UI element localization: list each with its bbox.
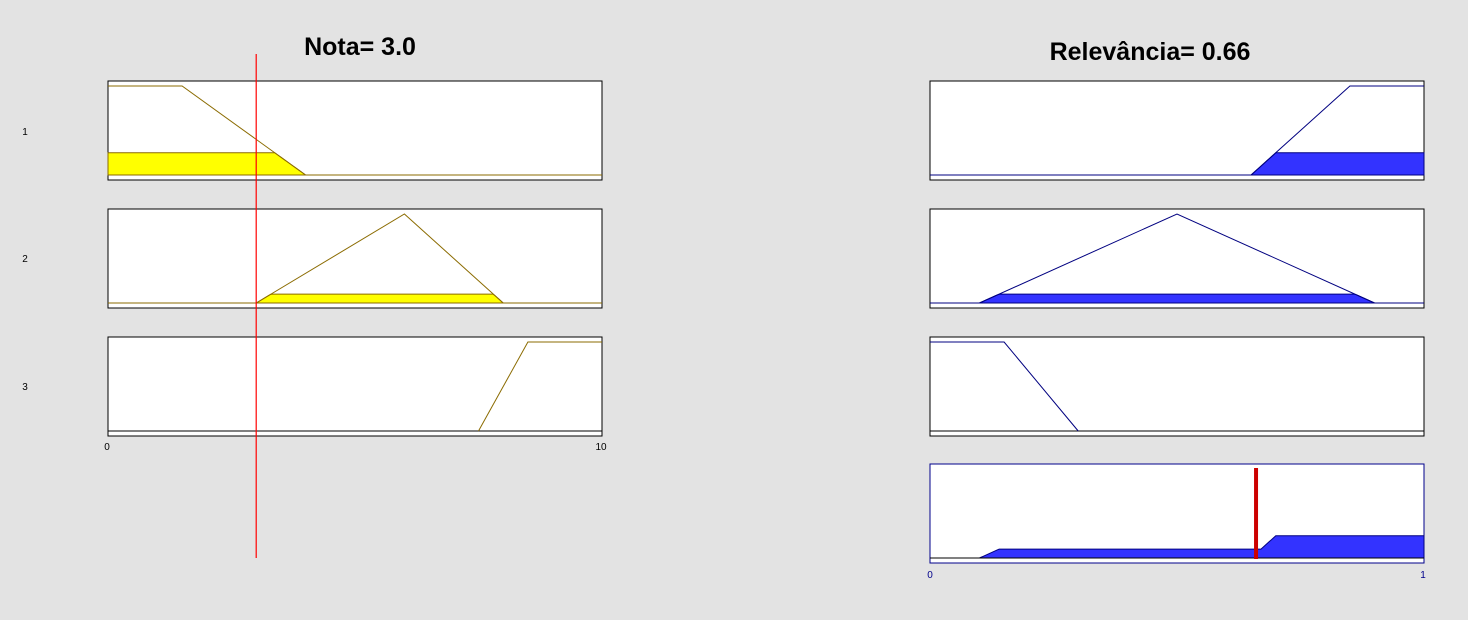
aggregate-plot [929, 463, 1425, 564]
output-tick-min: 0 [927, 570, 933, 581]
output-mf-frame-3 [929, 336, 1425, 437]
rule-label-3: 3 [22, 382, 28, 393]
input-mf-frame-2 [107, 208, 603, 309]
input-mf-frame-3 [107, 336, 603, 437]
output-tick-max: 1 [1420, 570, 1426, 581]
rule-labels: 1 2 3 [22, 127, 28, 393]
rule-label-1: 1 [22, 127, 28, 138]
output-mf-fill-2 [930, 293, 1424, 304]
input-tick-min: 0 [104, 442, 110, 453]
input-mf-curve-3 [478, 341, 602, 432]
input-mf-curve-2 [255, 213, 504, 304]
input-title: Nota= 3.0 [304, 33, 416, 61]
output-mf-curve-3 [930, 341, 1079, 432]
output-mf-curve-1 [1250, 85, 1424, 176]
rule-label-2: 2 [22, 254, 28, 265]
output-mf-curve-2 [979, 213, 1375, 304]
input-mf-fill-2 [108, 293, 602, 304]
input-tick-max: 10 [595, 442, 607, 453]
output-mf-fill-1 [930, 152, 1425, 176]
output-plots [929, 80, 1425, 437]
output-mf-frame-2 [929, 208, 1425, 309]
input-mf-fill-1 [107, 152, 602, 176]
input-plots [107, 80, 603, 437]
input-mf-curve-1 [108, 85, 306, 176]
aggregate-fill [930, 535, 1425, 559]
output-title: Relevância= 0.66 [1050, 38, 1251, 66]
